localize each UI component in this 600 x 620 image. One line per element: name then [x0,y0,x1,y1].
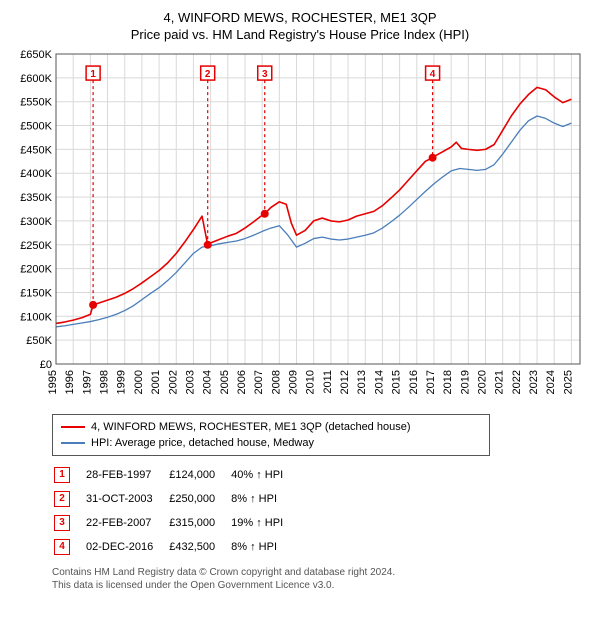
svg-text:£550K: £550K [20,97,52,109]
svg-text:2021: 2021 [494,370,506,394]
table-row: 2 31-OCT-2003£250,0008% ↑ HPI [54,488,297,510]
svg-text:2012: 2012 [339,370,351,394]
svg-text:2002: 2002 [167,370,179,394]
svg-text:2008: 2008 [270,370,282,394]
svg-text:1: 1 [90,69,96,80]
legend-label: 4, WINFORD MEWS, ROCHESTER, ME1 3QP (det… [91,419,411,435]
svg-text:2011: 2011 [322,370,334,394]
svg-text:4: 4 [430,69,436,80]
chart-title-2: Price paid vs. HM Land Registry's House … [10,27,590,42]
svg-text:1997: 1997 [81,370,93,394]
svg-text:1995: 1995 [47,370,59,394]
legend-item: 4, WINFORD MEWS, ROCHESTER, ME1 3QP (det… [61,419,481,435]
txn-marker: 1 [54,467,70,483]
svg-text:2017: 2017 [425,370,437,394]
legend-swatch [61,442,85,444]
svg-text:1998: 1998 [99,370,111,394]
svg-text:£50K: £50K [26,335,52,347]
footer-attribution: Contains HM Land Registry data © Crown c… [52,566,590,592]
txn-marker: 4 [54,539,70,555]
footer-line-2: This data is licensed under the Open Gov… [52,579,590,592]
legend-item: HPI: Average price, detached house, Medw… [61,435,481,451]
legend-label: HPI: Average price, detached house, Medw… [91,435,314,451]
table-row: 4 02-DEC-2016£432,5008% ↑ HPI [54,536,297,558]
svg-text:1999: 1999 [116,370,128,394]
svg-text:£100K: £100K [20,311,52,323]
table-row: 1 28-FEB-1997£124,00040% ↑ HPI [54,464,297,486]
txn-date: 28-FEB-1997 [86,464,167,486]
svg-text:£150K: £150K [20,287,52,299]
svg-text:£350K: £350K [20,192,52,204]
chart-plot: £0 £50K £100K £150K £200K £250K £300K £350K £400… [10,48,590,408]
svg-text:£650K: £650K [20,49,52,61]
svg-text:2009: 2009 [288,370,300,394]
svg-text:2023: 2023 [528,370,540,394]
svg-text:2001: 2001 [150,370,162,394]
svg-text:£200K: £200K [20,264,52,276]
txn-delta: 8% ↑ HPI [231,488,297,510]
txn-price: £250,000 [169,488,229,510]
legend-swatch [61,426,85,428]
svg-text:£400K: £400K [20,168,52,180]
svg-text:2013: 2013 [356,370,368,394]
svg-text:£300K: £300K [20,216,52,228]
table-row: 3 22-FEB-2007£315,00019% ↑ HPI [54,512,297,534]
svg-text:2003: 2003 [184,370,196,394]
svg-text:2010: 2010 [305,370,317,394]
svg-text:2004: 2004 [202,370,214,394]
legend: 4, WINFORD MEWS, ROCHESTER, ME1 3QP (det… [52,414,490,456]
svg-text:1996: 1996 [64,370,76,394]
svg-text:2015: 2015 [391,370,403,394]
txn-delta: 19% ↑ HPI [231,512,297,534]
txn-price: £315,000 [169,512,229,534]
svg-text:2020: 2020 [477,370,489,394]
footer-line-1: Contains HM Land Registry data © Crown c… [52,566,590,579]
svg-text:2025: 2025 [562,370,574,394]
svg-text:2007: 2007 [253,370,265,394]
txn-price: £432,500 [169,536,229,558]
svg-text:2: 2 [205,69,211,80]
svg-text:2018: 2018 [442,370,454,394]
svg-text:2022: 2022 [511,370,523,394]
svg-text:2024: 2024 [545,370,557,394]
svg-text:2014: 2014 [373,370,385,394]
transaction-table: 1 28-FEB-1997£124,00040% ↑ HPI 2 31-OCT-200… [52,462,299,560]
txn-date: 22-FEB-2007 [86,512,167,534]
txn-marker: 2 [54,491,70,507]
svg-text:2005: 2005 [219,370,231,394]
txn-marker: 3 [54,515,70,531]
txn-delta: 40% ↑ HPI [231,464,297,486]
chart-title-1: 4, WINFORD MEWS, ROCHESTER, ME1 3QP [10,10,590,25]
svg-text:2006: 2006 [236,370,248,394]
svg-text:2000: 2000 [133,370,145,394]
svg-text:£0: £0 [40,359,52,371]
svg-text:£250K: £250K [20,240,52,252]
svg-text:2019: 2019 [459,370,471,394]
txn-date: 02-DEC-2016 [86,536,167,558]
svg-text:£450K: £450K [20,144,52,156]
svg-text:3: 3 [262,69,268,80]
txn-price: £124,000 [169,464,229,486]
txn-delta: 8% ↑ HPI [231,536,297,558]
svg-text:£600K: £600K [20,73,52,85]
svg-text:£500K: £500K [20,121,52,133]
svg-text:2016: 2016 [408,370,420,394]
txn-date: 31-OCT-2003 [86,488,167,510]
